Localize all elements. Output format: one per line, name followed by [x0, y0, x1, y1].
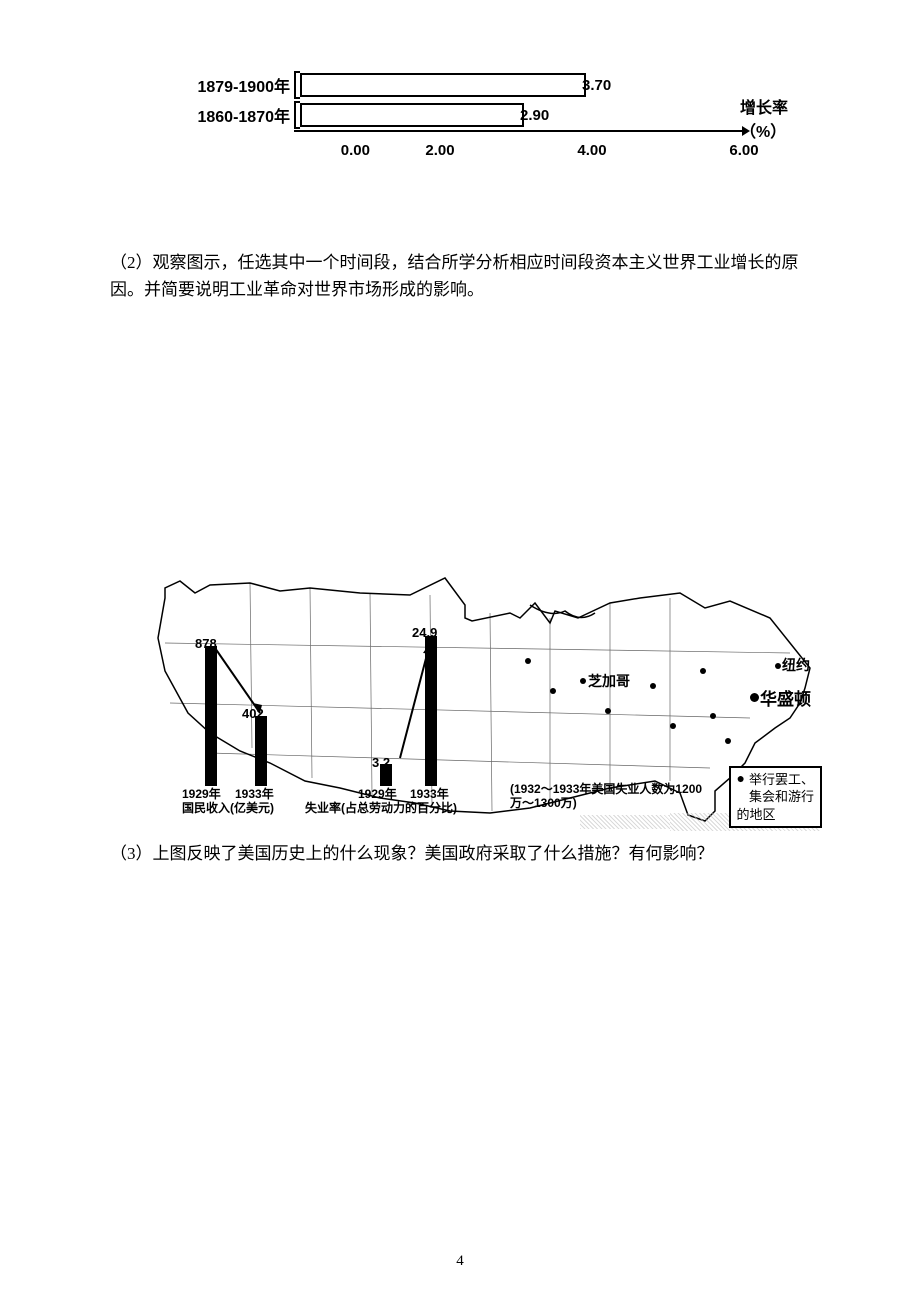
bar-value-label: 402 [242, 706, 264, 721]
unemployment-bar-1933 [425, 636, 437, 786]
city-label-newyork: 纽约 [782, 655, 810, 675]
us-map-infographic: 878 402 1929年 1933年 国民收入(亿美元) 3.2 24.9 1… [110, 563, 830, 838]
bar-group-title: 失业率(占总劳动力的百分比) [305, 799, 515, 816]
bar-group-title: 国民收入(亿美元) [182, 799, 274, 816]
bar-row: 1860-1870年 2.90 [160, 100, 820, 130]
x-axis-label: 增长率（%） [740, 94, 820, 142]
x-tick-label: 6.00 [668, 142, 820, 159]
question-2-text: （2）观察图示，任选其中一个时间段，结合所学分析相应时间段资本主义世界工业增长的… [110, 249, 820, 303]
legend-line: 的地区 [737, 807, 776, 822]
bar-value-label: 3.70 [582, 77, 611, 94]
x-tick-label: 0.00 [310, 142, 370, 159]
bar-value-label: 878 [195, 636, 217, 651]
income-bar-1929 [205, 646, 217, 786]
bar-category-label: 1879-1900年 [160, 73, 294, 97]
bar-row: 1879-1900年 3.70 [160, 70, 820, 100]
page-number: 4 [0, 1253, 920, 1270]
legend-line: 举行罢工、 [749, 772, 814, 787]
question-3-text: （3）上图反映了美国历史上的什么现象？美国政府采取了什么措施？有何影响？ [110, 840, 820, 867]
legend-marker-icon: ● [737, 771, 745, 790]
x-axis-line [294, 130, 744, 142]
unemployment-annotation: (1932～1933年美国失业人数为1200万～1300万) [510, 782, 710, 811]
legend-line: 集会和游行 [749, 789, 814, 804]
bar-value-label: 24.9 [412, 625, 437, 640]
bar-1860-1870 [300, 103, 524, 127]
city-label-chicago: 芝加哥 [588, 671, 630, 691]
map-legend: ● 举行罢工、 集会和游行 的地区 [729, 766, 822, 829]
bar-value-label: 2.90 [520, 107, 549, 124]
income-bar-1933 [255, 716, 267, 786]
bar-value-label: 3.2 [372, 755, 390, 770]
growth-rate-bar-chart: 1879-1900年 3.70 1860-1870年 2.90 增长率（%） 0… [160, 70, 820, 159]
bar-1879-1900 [300, 73, 586, 97]
x-tick-label: 4.00 [516, 142, 668, 159]
bar-category-label: 1860-1870年 [160, 103, 294, 127]
city-label-washington: 华盛顿 [760, 685, 811, 710]
x-tick-label: 2.00 [364, 142, 516, 159]
x-axis-ticks: 0.00 2.00 4.00 6.00 [210, 142, 820, 159]
strike-area-shading [580, 815, 670, 829]
